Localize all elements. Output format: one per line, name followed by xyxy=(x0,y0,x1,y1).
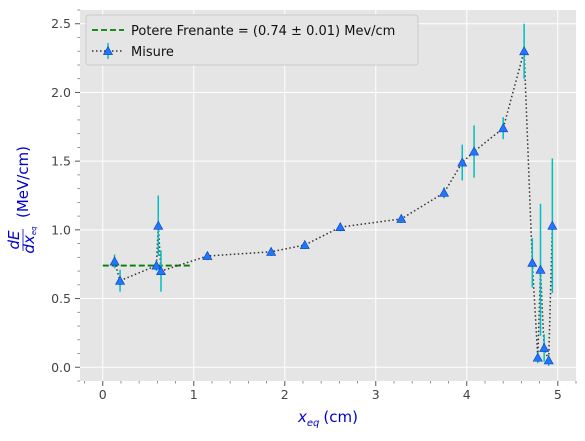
data-point xyxy=(115,275,126,285)
y-axis-label-den-sub: eq xyxy=(30,226,38,235)
data-point xyxy=(547,220,558,230)
measurement-series xyxy=(109,23,558,366)
x-axis-label-unit: (cm) xyxy=(323,408,358,426)
data-point xyxy=(498,123,509,133)
y-axis-label: dE dxeq (MeV/cm) xyxy=(5,146,38,254)
y-tick-label: 0.5 xyxy=(51,291,71,306)
data-point xyxy=(543,355,554,365)
data-point xyxy=(266,246,277,256)
x-tick-label: 1 xyxy=(190,387,198,402)
data-point xyxy=(539,342,550,352)
x-tick-label: 3 xyxy=(372,387,380,402)
axes: 0 1 2 3 4 5 0.0 0.5 1.0 1.5 2.0 2.5 xyxy=(51,9,577,402)
legend-measurements-marker-swatch xyxy=(102,45,114,55)
x-tick-label: 5 xyxy=(554,387,562,402)
data-point xyxy=(527,257,538,267)
data-point xyxy=(202,250,213,260)
x-axis-label: xeq (cm) xyxy=(297,408,358,429)
data-point xyxy=(151,260,162,270)
y-axis-label-numerator: dE xyxy=(5,230,23,250)
data-point xyxy=(153,220,164,230)
y-axis-label-unit: (MeV/cm) xyxy=(14,146,32,218)
x-axis-label-var: x xyxy=(297,408,307,426)
legend: Potere Frenante = (0.74 ± 0.01) Mev/cm M… xyxy=(85,14,419,66)
data-point xyxy=(532,352,543,362)
data-point xyxy=(155,265,167,275)
y-tick-label: 1.0 xyxy=(51,222,71,237)
x-tick-label: 2 xyxy=(281,387,289,402)
y-tick-label: 0.0 xyxy=(51,360,71,375)
x-tick-label: 4 xyxy=(463,387,471,402)
data-point xyxy=(535,264,546,274)
y-tick-label: 1.5 xyxy=(51,154,71,169)
legend-entry-measurements: Misure xyxy=(92,43,174,60)
measurement-line xyxy=(113,51,554,361)
data-point xyxy=(519,46,530,56)
data-point xyxy=(439,187,450,197)
y-axis-label-den-var: dx xyxy=(20,235,38,254)
x-tick-label: 0 xyxy=(99,387,107,402)
legend-measurements-label: Misure xyxy=(131,45,174,60)
data-point xyxy=(469,146,480,156)
data-point xyxy=(299,239,310,249)
legend-fit-label: Potere Frenante = (0.74 ± 0.01) Mev/cm xyxy=(131,24,395,39)
y-axis-label-denominator: dxeq xyxy=(20,226,38,254)
y-tick-label: 2.5 xyxy=(51,16,71,31)
legend-box xyxy=(85,14,419,66)
plot-background xyxy=(80,10,576,381)
data-point xyxy=(335,221,346,232)
legend-entry-fit: Potere Frenante = (0.74 ± 0.01) Mev/cm xyxy=(92,24,395,39)
data-point xyxy=(396,213,407,223)
y-tick-label: 2.0 xyxy=(51,85,71,100)
data-point xyxy=(109,256,120,266)
x-axis-label-sub: eq xyxy=(307,418,320,429)
data-point xyxy=(457,157,468,167)
